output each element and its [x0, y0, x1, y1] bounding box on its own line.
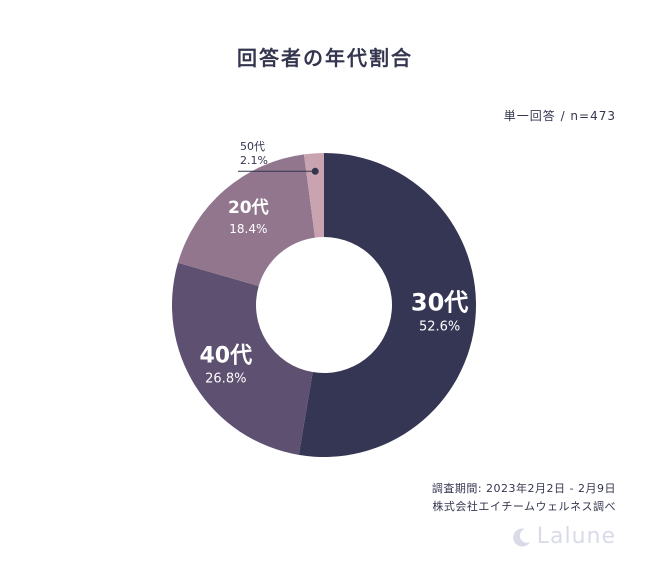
slice-30代	[298, 153, 477, 457]
value-label-3: 2.1%	[240, 154, 268, 167]
category-label-0: 30代	[411, 289, 468, 317]
moon-icon	[512, 528, 530, 547]
chart-title: 回答者の年代割合	[237, 46, 413, 70]
value-label-0: 52.6%	[419, 320, 460, 335]
slice-40代	[172, 262, 313, 455]
category-label-1: 40代	[199, 344, 252, 369]
logo-text: Lalune	[536, 524, 616, 549]
sample-note: 単一回答 / n=473	[503, 109, 616, 123]
survey-source: 株式会社エイチームウェルネス調べ	[432, 500, 616, 513]
survey-period: 調査期間: 2023年2月2日 - 2月9日	[431, 482, 616, 495]
brand-logo: Lalune	[511, 524, 616, 549]
category-label-3: 50代	[240, 140, 265, 153]
footer: 調査期間: 2023年2月2日 - 2月9日 株式会社エイチームウェルネス調べ	[432, 480, 616, 516]
value-label-1: 26.8%	[205, 372, 246, 387]
category-label-2: 20代	[228, 197, 269, 218]
value-label-2: 18.4%	[229, 222, 267, 236]
slice-50代	[303, 153, 324, 238]
slice-20代	[177, 154, 316, 287]
